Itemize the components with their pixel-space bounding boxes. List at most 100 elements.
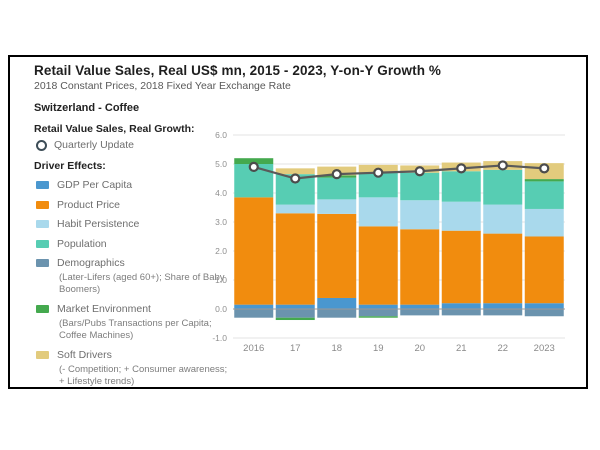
x-axis-tick-label: 17 [290, 343, 301, 354]
legend-item-note: (Later-Lifers (aged 60+); Share of Baby … [59, 271, 225, 295]
bar-segment [275, 204, 315, 214]
line-legend-title: Retail Value Sales, Real Growth: [34, 123, 195, 135]
bar-segment [234, 197, 274, 305]
legend-item-label: Market Environment [57, 303, 151, 316]
legend-item-note: (Bars/Pubs Transactions per Capita; Coff… [59, 317, 212, 342]
bar-segment [400, 229, 440, 305]
bar-segment [234, 304, 274, 309]
legend-swatch-icon [36, 181, 49, 189]
bar-segment [317, 309, 357, 318]
chart-legend-panel: Retail Value Sales, Real Growth: Quarter… [34, 123, 234, 396]
legend-item: Soft Drivers [36, 349, 234, 361]
bar-segment [524, 236, 564, 304]
y-axis-tick-label: 3.0 [215, 217, 227, 227]
bar-segment [524, 208, 564, 237]
bar-segment [400, 200, 440, 230]
legend-swatch-icon [36, 305, 49, 314]
bar-segment [358, 309, 398, 317]
bar-segment [441, 171, 481, 202]
growth-line-marker [414, 166, 425, 177]
y-axis-tick-label: -1.0 [212, 333, 227, 343]
bar-segment [483, 233, 523, 304]
bar-segment [483, 303, 523, 309]
bar-segment [400, 172, 440, 201]
bar-segment [483, 169, 523, 205]
growth-line-marker [373, 167, 384, 178]
bar-segment [358, 304, 398, 309]
line-legend-key: Quarterly Update [36, 139, 234, 151]
stacked-bar-line-chart: 6.0 5.0 4.0 3.0 2.0 1.0 0.0 -1.0 2016 17 18 19 20 21 2… [212, 130, 565, 354]
y-axis-tick-label: 4.0 [215, 188, 227, 198]
legend-item: Market Environment [36, 303, 234, 315]
legend-item: Demographics [36, 257, 234, 269]
legend-item-label: GDP Per Capita [57, 179, 133, 191]
legend-swatch-icon [36, 259, 49, 267]
bar-segment [524, 303, 564, 309]
x-axis-tick-label: 22 [497, 343, 508, 354]
bar-segment [524, 179, 564, 182]
y-axis-tick-label: 0.0 [215, 304, 227, 314]
legend-item: Product Price [36, 199, 234, 211]
bar-segment [358, 197, 398, 227]
bar-segment [483, 309, 523, 316]
legend-item: GDP Per Capita [36, 179, 234, 191]
growth-line-marker [497, 160, 508, 171]
growth-line-marker [248, 161, 259, 173]
bar-segment [358, 316, 398, 318]
bar-segment [524, 181, 564, 209]
legend-item-note: (- Competition; + Consumer awareness; + … [59, 363, 228, 388]
bar-segment [317, 213, 357, 298]
legend-item-label: Product Price [57, 198, 121, 211]
bar-segment [275, 168, 315, 175]
growth-line-marker [539, 163, 550, 174]
legend-item-label: Demographics [57, 257, 125, 269]
bar-segment [317, 297, 357, 309]
legend-item-label: Habit Persistence [57, 218, 140, 230]
x-axis-tick-label: 2023 [534, 343, 555, 354]
y-axis-tick-label: 6.0 [215, 130, 227, 140]
bar-segment [234, 158, 274, 164]
line-series-label: Quarterly Update [54, 139, 134, 151]
legend-swatch-icon [36, 239, 49, 248]
bar-segment [524, 309, 564, 317]
growth-line-marker [290, 173, 301, 184]
open-circle-marker-icon [36, 139, 47, 151]
drivers-legend-title: Driver Effects: [34, 160, 106, 172]
bar-segment [483, 204, 523, 234]
bar-segment [441, 201, 481, 231]
driver-legend-items: GDP Per Capita Product Price Habit Persist… [34, 179, 234, 389]
bar-segment [317, 177, 357, 200]
y-axis-tick-label: 1.0 [215, 275, 227, 285]
bar-segment [441, 309, 481, 316]
geography-category-label: Switzerland - Coffee [34, 102, 140, 114]
x-axis-tick-label: 19 [373, 343, 384, 354]
bar-segment [275, 309, 315, 318]
bar-segment [400, 309, 440, 316]
bar-segment [234, 309, 274, 318]
legend-item: Habit Persistence [36, 218, 234, 230]
page-subtitle: 2018 Constant Prices, 2018 Fixed Year Ex… [34, 80, 291, 92]
bar-segment [400, 304, 440, 309]
legend-item-label: Soft Drivers [57, 349, 112, 362]
y-axis-tick-label: 5.0 [215, 159, 227, 169]
legend-swatch-icon [36, 351, 49, 360]
growth-line-marker [456, 163, 467, 174]
y-axis-tick-label: 2.0 [215, 246, 227, 256]
bar-segment [275, 213, 315, 305]
legend-item: Population [36, 238, 234, 250]
bar-segment [275, 304, 315, 309]
growth-line-marker [331, 169, 342, 180]
x-axis-tick-label: 18 [331, 343, 342, 354]
page-title: Retail Value Sales, Real US$ mn, 2015 - … [34, 63, 442, 78]
bar-segment [275, 317, 315, 321]
growth-line [253, 164, 545, 180]
bar-segment [441, 303, 481, 309]
x-axis-tick-label: 2016 [243, 343, 264, 354]
legend-item-label: Population [57, 237, 107, 250]
bar-segment [441, 230, 481, 304]
x-axis-tick-label: 20 [414, 343, 425, 354]
bar-segment [317, 199, 357, 214]
legend-swatch-icon [36, 220, 49, 228]
bar-segment [358, 226, 398, 305]
x-axis-tick-label: 21 [456, 343, 467, 354]
